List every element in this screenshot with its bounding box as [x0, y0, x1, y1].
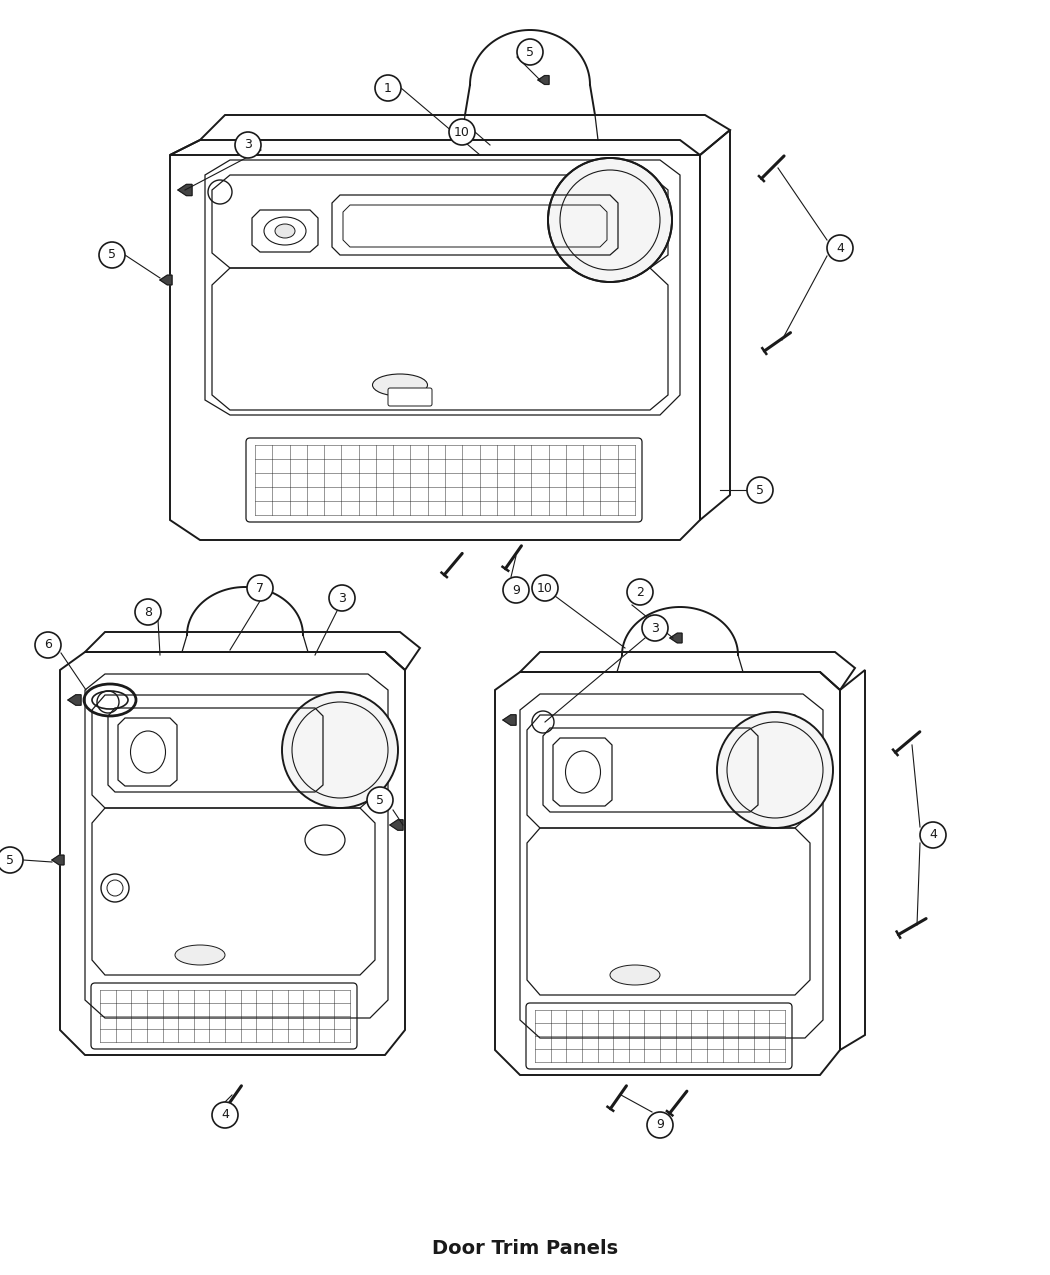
Polygon shape [503, 715, 516, 725]
Circle shape [247, 575, 273, 601]
Text: 1: 1 [384, 82, 392, 94]
Polygon shape [390, 820, 403, 830]
Circle shape [235, 133, 261, 158]
Text: 4: 4 [929, 829, 937, 842]
Text: 5: 5 [6, 853, 14, 867]
Circle shape [99, 242, 125, 268]
Text: 8: 8 [144, 606, 152, 618]
Text: 10: 10 [537, 581, 553, 594]
Text: 5: 5 [108, 249, 116, 261]
Circle shape [135, 599, 161, 625]
Text: 4: 4 [836, 241, 844, 255]
Text: 6: 6 [44, 639, 51, 652]
Text: 4: 4 [222, 1108, 229, 1122]
Circle shape [517, 40, 543, 65]
Circle shape [627, 579, 653, 606]
Text: 3: 3 [244, 139, 252, 152]
Circle shape [368, 787, 393, 813]
Circle shape [642, 615, 668, 641]
Circle shape [0, 847, 23, 873]
Polygon shape [160, 275, 172, 284]
Text: 9: 9 [512, 584, 520, 597]
Circle shape [212, 1102, 238, 1128]
Text: 10: 10 [454, 125, 470, 139]
Polygon shape [52, 856, 64, 864]
Ellipse shape [373, 374, 427, 397]
Circle shape [548, 158, 672, 282]
Circle shape [329, 585, 355, 611]
Ellipse shape [610, 965, 660, 986]
Ellipse shape [175, 945, 225, 965]
Circle shape [827, 235, 853, 261]
Text: 5: 5 [376, 793, 384, 807]
Text: 2: 2 [636, 585, 644, 598]
Circle shape [449, 119, 475, 145]
Polygon shape [538, 75, 549, 84]
Circle shape [717, 711, 833, 827]
Circle shape [35, 632, 61, 658]
Circle shape [747, 477, 773, 504]
Polygon shape [178, 185, 192, 195]
Circle shape [920, 822, 946, 848]
FancyBboxPatch shape [388, 388, 432, 405]
Text: 3: 3 [338, 592, 345, 604]
Text: Door Trim Panels: Door Trim Panels [432, 1238, 618, 1257]
Text: 5: 5 [756, 483, 764, 496]
Circle shape [375, 75, 401, 101]
Text: 7: 7 [256, 581, 264, 594]
Text: 3: 3 [651, 621, 659, 635]
Ellipse shape [275, 224, 295, 238]
Circle shape [647, 1112, 673, 1139]
Text: 9: 9 [656, 1118, 664, 1131]
Polygon shape [670, 634, 682, 643]
Polygon shape [68, 695, 81, 705]
Circle shape [503, 578, 529, 603]
Text: 5: 5 [526, 46, 534, 59]
Circle shape [532, 575, 558, 601]
Circle shape [282, 692, 398, 808]
